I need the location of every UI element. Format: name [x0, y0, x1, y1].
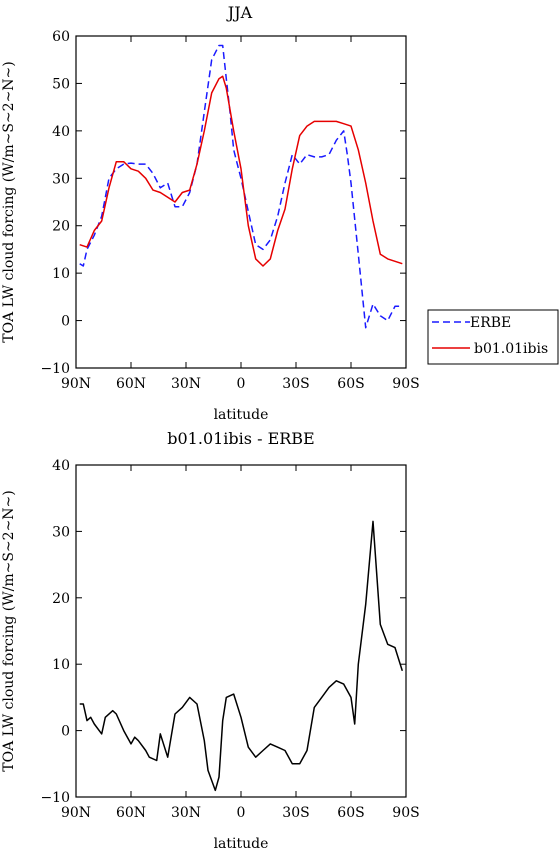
- x-tick-label: 90N: [61, 805, 91, 821]
- x-tick-label: 60N: [116, 376, 146, 392]
- x-tick-label: 30S: [282, 376, 309, 392]
- chart-top: JJA −10 0 10 20 30 40 50 60 90N 60N 30N 0 30S 60S 90S…: [1, 3, 559, 423]
- y-tick-label: 30: [52, 524, 70, 540]
- chart-bottom-xlabel: latitude: [214, 836, 269, 851]
- y-tick-label: 10: [52, 657, 70, 673]
- x-tick-label: 60N: [116, 805, 146, 821]
- x-tick-label: 90N: [61, 376, 91, 392]
- legend-model-label: b01.01ibis: [474, 341, 548, 357]
- legend-box: [427, 309, 559, 365]
- x-tick-label: 30S: [282, 805, 309, 821]
- series-line-erbe: [79, 44, 403, 329]
- y-tick-label: 40: [52, 124, 70, 140]
- chart-top-legend: ERBE b01.01ibis: [427, 309, 559, 365]
- x-tick-label: 90S: [392, 805, 419, 821]
- y-tick-label: 0: [61, 724, 70, 740]
- y-tick-label: 30: [52, 171, 70, 187]
- chart-top-ylabel: TOA LW cloud forcing (W/m~S~2~N~): [1, 61, 17, 343]
- x-tick-label: 30N: [171, 805, 201, 821]
- x-tick-label: 30N: [171, 376, 201, 392]
- x-tick-label: 60S: [337, 376, 364, 392]
- x-tick-label: 90S: [392, 376, 419, 392]
- y-tick-label: −10: [40, 361, 70, 377]
- legend-erbe-label: ERBE: [470, 315, 511, 331]
- chart-bottom-frame: [75, 464, 407, 798]
- chart-top-frame: [75, 35, 407, 369]
- chart-bottom: b01.01ibis - ERBE −10 0 10 20 30 40 90N 60N 30N…: [1, 429, 420, 851]
- chart-top-title: JJA: [226, 3, 253, 22]
- y-tick-label: 10: [52, 266, 70, 282]
- chart-bottom-ylabel: TOA LW cloud forcing (W/m~S~2~N~): [1, 490, 17, 772]
- x-tick-label: 0: [237, 376, 246, 392]
- x-tick-label: 60S: [337, 805, 364, 821]
- x-tick-label: 0: [237, 805, 246, 821]
- chart-bottom-title: b01.01ibis - ERBE: [167, 429, 314, 448]
- y-tick-label: 60: [52, 29, 70, 45]
- series-line-series-0: [79, 520, 404, 792]
- y-tick-label: −10: [40, 790, 70, 806]
- y-tick-label: 40: [52, 458, 70, 474]
- chart-top-xlabel: latitude: [214, 407, 269, 423]
- y-tick-label: 20: [52, 219, 70, 235]
- y-tick-label: 20: [52, 591, 70, 607]
- series-line-b01-01ibis: [79, 75, 403, 267]
- y-tick-label: 0: [61, 314, 70, 330]
- y-tick-label: 50: [52, 76, 70, 92]
